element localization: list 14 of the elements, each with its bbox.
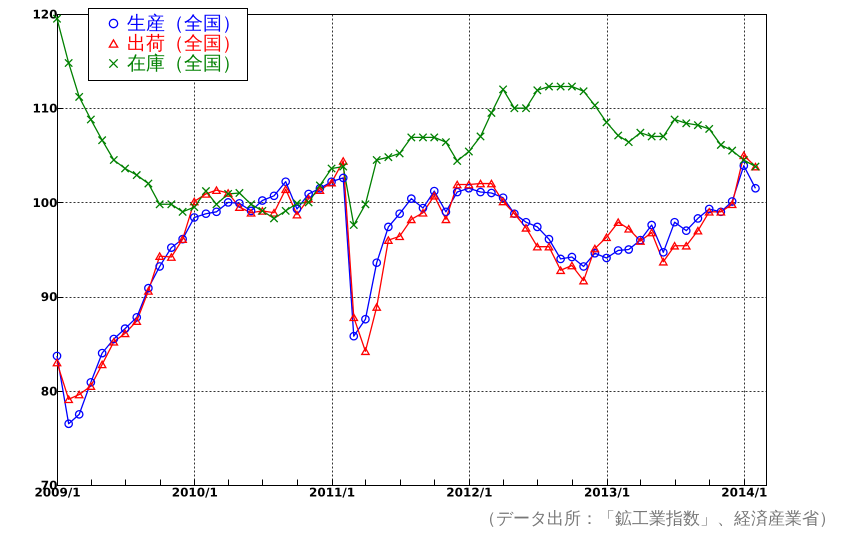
x-tick-label: 2012/1 bbox=[446, 486, 492, 500]
legend-label: 出荷（全国） bbox=[127, 32, 241, 54]
x-tick-label: 2011/1 bbox=[309, 486, 356, 500]
y-tick-label: 80 bbox=[40, 384, 58, 398]
legend-label: 在庫（全国） bbox=[127, 52, 241, 74]
x-tick-label: 2014/1 bbox=[721, 486, 768, 500]
text: （データ出所：「鉱工業指数」、経済産業省） bbox=[479, 508, 836, 530]
x-tick-label: 2010/1 bbox=[172, 486, 218, 500]
x-tick-label: 2013/1 bbox=[584, 486, 630, 500]
y-tick-label: 90 bbox=[40, 290, 58, 304]
y-tick-label: 100 bbox=[32, 196, 58, 210]
y-tick-label: 110 bbox=[32, 102, 58, 116]
y-tick-label: 120 bbox=[32, 8, 58, 22]
legend-label: 生産（全国） bbox=[127, 12, 241, 34]
